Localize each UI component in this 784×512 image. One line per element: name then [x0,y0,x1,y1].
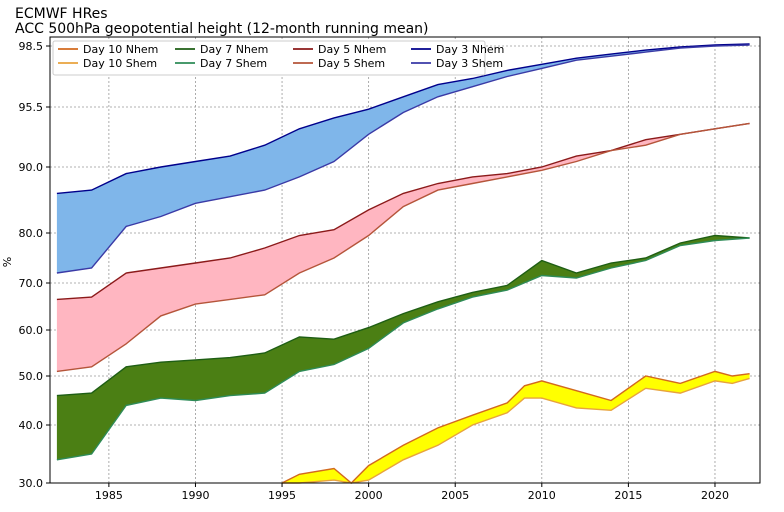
x-tick-label: 1985 [95,489,123,502]
legend-label-day-5-shem: Day 5 Shem [318,57,385,70]
series-line-day-3-shem [56,44,750,274]
x-ticks: 1985 1990 1995 2000 2005 2010 2015 2020 [95,483,729,502]
series-line-day-7-nhem [56,234,750,397]
legend-label-day-10-shem: Day 10 Shem [83,57,157,70]
plot-frame [49,36,761,484]
x-tick-label: 2015 [614,489,642,502]
x-tick-label: 1995 [268,489,296,502]
y-tick-label: 70.0 [19,277,44,290]
legend-label-day-5-nhem: Day 5 Nhem [318,43,386,56]
x-tick-label: 2000 [355,489,383,502]
legend-label-day-10-nhem: Day 10 Nhem [83,43,158,56]
y-ticks: 30.0 40.0 50.0 60.0 70.0 80.0 90.0 95.5 98.5 [19,40,50,490]
legend-label-day-3-nhem: Day 3 Nhem [436,43,504,56]
y-tick-label: 60.0 [19,324,44,337]
series-line-day-10-nhem [281,370,750,484]
y-axis-label: % [1,257,14,267]
y-tick-label: 98.5 [19,40,44,53]
y-tick-label: 40.0 [19,419,44,432]
series-line-day-5-nhem [56,122,750,301]
y-tick-label: 90.0 [19,161,44,174]
y-tick-label: 30.0 [19,477,44,490]
chart-subtitle: ACC 500hPa geopotential height (12-month… [15,21,429,37]
y-tick-label: 50.0 [19,370,44,383]
x-tick-label: 2010 [528,489,556,502]
legend-box [52,40,486,76]
chart-title: ECMWF HRes [15,6,108,22]
legend-label-day-3-shem: Day 3 Shem [436,57,503,70]
day-10-band [282,371,750,483]
legend-label-day-7-nhem: Day 7 Nhem [200,43,268,56]
y-tick-label: 95.5 [19,101,44,114]
bands [56,44,750,483]
x-tick-label: 2020 [701,489,729,502]
y-tick-label: 80.0 [19,227,44,240]
series-line-day-3-nhem [56,43,750,195]
series-line-day-7-shem [56,237,750,461]
series-line-day-5-shem [56,122,750,373]
x-tick-label: 1990 [181,489,209,502]
day-5-band [56,123,750,372]
legend-label-day-7-shem: Day 7 Shem [200,57,267,70]
x-tick-label: 2005 [441,489,469,502]
day-3-band [56,44,750,273]
